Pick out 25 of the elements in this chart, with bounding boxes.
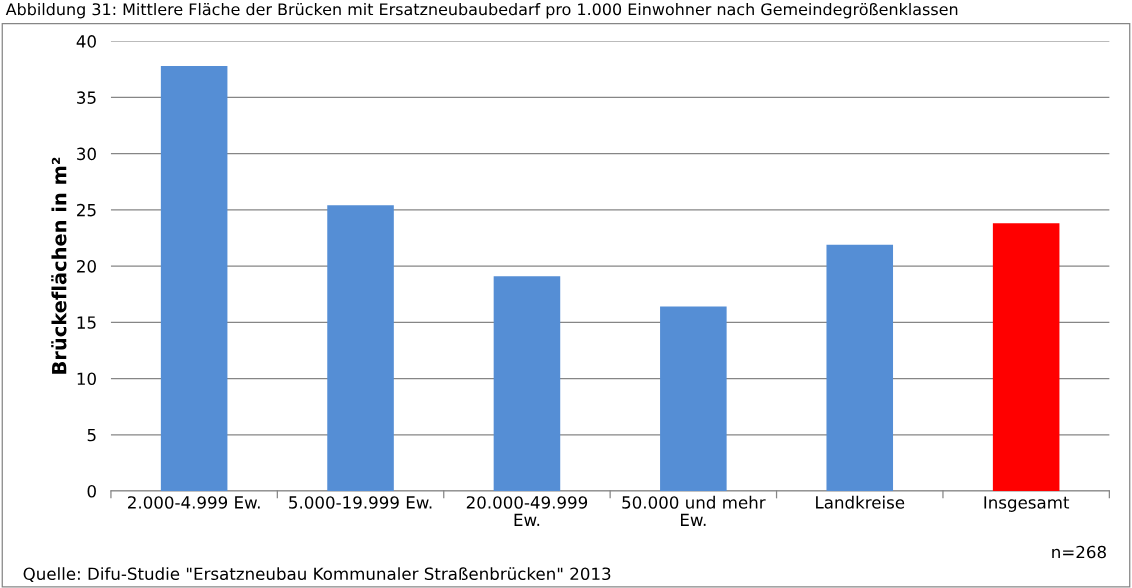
y-tick-label: 25 [77, 203, 96, 217]
bar [992, 223, 1060, 491]
y-tick-label: 30 [77, 147, 96, 161]
bar [493, 276, 561, 491]
x-tick-label: 50.000 und mehr Ew. [622, 495, 766, 526]
y-tick-label: 15 [77, 316, 96, 329]
y-tick-label: 0 [87, 484, 96, 498]
x-tick-label: Landkreise [816, 495, 905, 509]
bar [160, 65, 228, 491]
text: n=268 [1052, 545, 1106, 559]
x-tick-label: 2.000-4.999 Ew. [128, 496, 260, 509]
y-tick-label: 10 [77, 372, 96, 386]
x-tick-label: Insgesamt [984, 496, 1070, 512]
chart-title: Abbildung 31: Mittlere Fläche der Brücken mit Ersatzneubaubedarf pro 1.000 Einwohner nach Gemeindegrößenklassen [5, 2, 958, 19]
bar [826, 244, 894, 491]
y-tick-label: 5 [87, 428, 96, 442]
y-axis-title: Brückeflächen in m² [51, 157, 67, 374]
bar [327, 205, 394, 491]
x-tick-label: 20.000-49.999 Ew. [466, 496, 588, 526]
y-tick-label: 20 [77, 260, 96, 273]
bar [660, 306, 727, 491]
y-tick-label: 35 [77, 91, 96, 104]
y-tick-label: 40 [76, 35, 96, 48]
x-tick-label: 5.000-19.999 Ew. [289, 496, 432, 509]
source-note: Quelle: Difu-Studie "Ersatzneubau Kommunaler Straßenbrücken" 2013 [23, 567, 611, 582]
